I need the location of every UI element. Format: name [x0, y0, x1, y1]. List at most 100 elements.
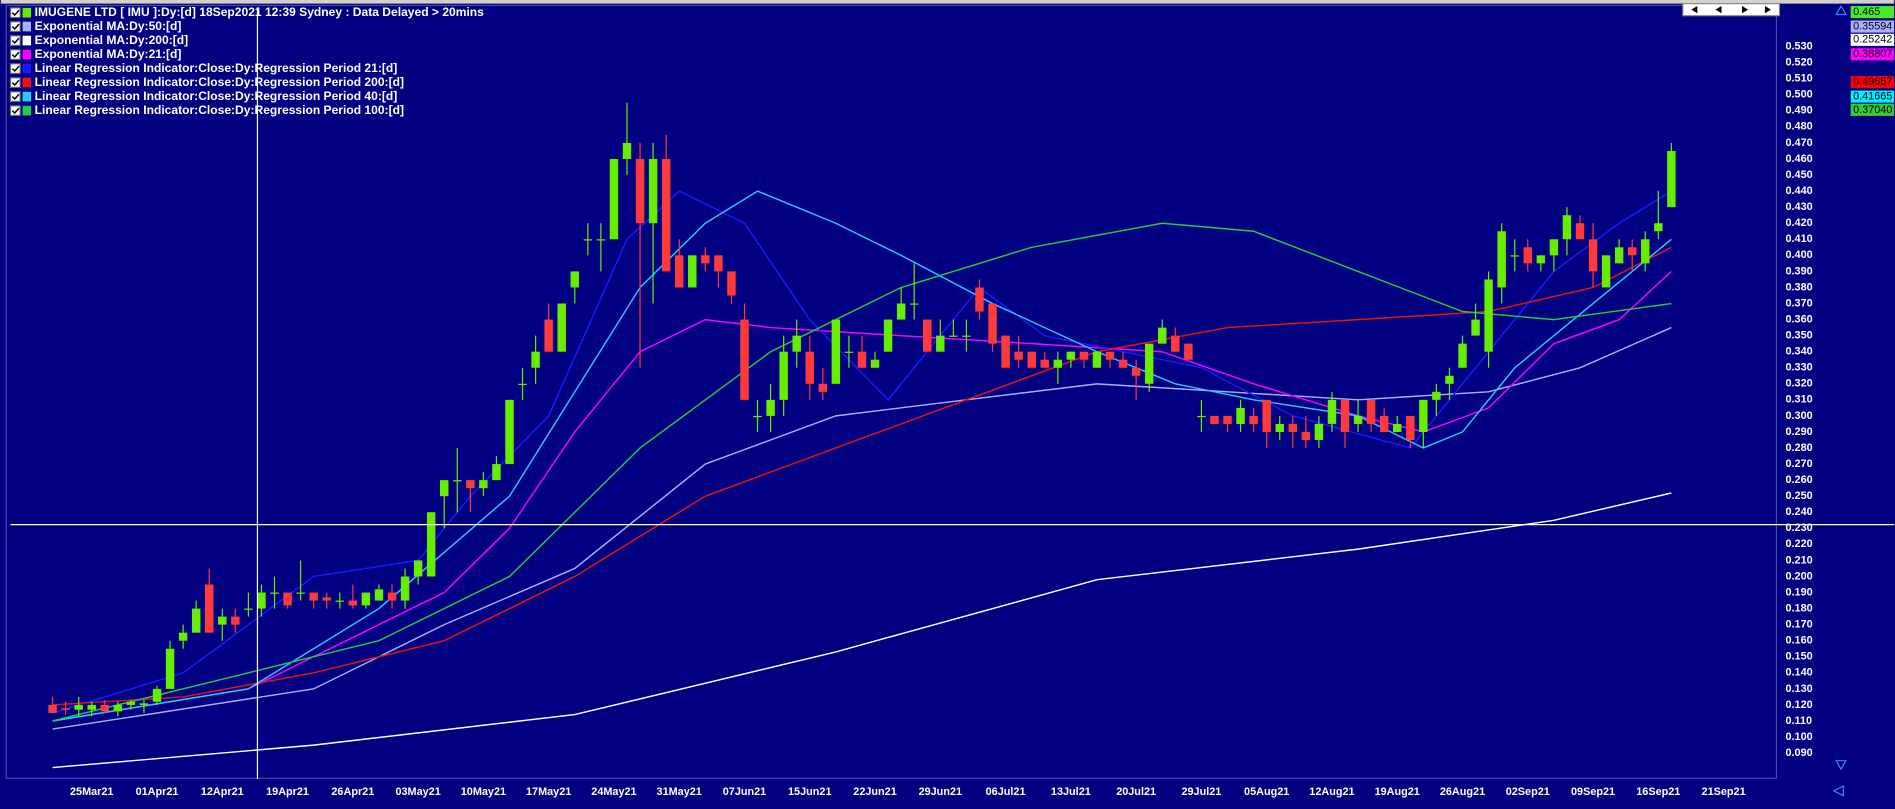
candle-body [701, 255, 710, 264]
y-tick-label: 0.480 [1785, 121, 1812, 133]
candle-body [413, 560, 423, 577]
value-box-label: 0.37040 [1853, 104, 1892, 116]
candle-body [1536, 255, 1546, 264]
x-tick-label: 29Jul21 [1181, 786, 1221, 798]
candle-body [296, 592, 305, 594]
y-tick-label: 0.330 [1785, 362, 1812, 374]
legend-checkbox[interactable] [9, 91, 21, 103]
candle-body [244, 608, 253, 610]
candle-body [87, 704, 96, 710]
x-tick-label: 26Apr21 [331, 786, 374, 798]
legend-checkbox[interactable] [9, 105, 21, 117]
candle-body [309, 592, 318, 601]
value-box [1850, 103, 1895, 116]
candle-body [1184, 343, 1193, 360]
x-tick-label: 24May21 [591, 786, 636, 798]
candle-body [1614, 247, 1624, 264]
legend-checkbox[interactable] [9, 35, 21, 47]
y-tick-label: 0.350 [1785, 329, 1812, 341]
candle-body [231, 616, 240, 625]
candle-body [1393, 423, 1402, 432]
legend-checkbox[interactable] [9, 77, 21, 89]
y-tick-label: 0.420 [1785, 217, 1812, 229]
nav-buttons[interactable] [1682, 3, 1781, 17]
y-tick-label: 0.360 [1785, 313, 1812, 325]
candle-body [1353, 415, 1363, 424]
candle-body [766, 399, 775, 416]
value-box-label: 0.49657 [1853, 76, 1892, 88]
candle-body [975, 287, 984, 312]
nav-bar[interactable] [1682, 3, 1781, 17]
candle-body [453, 480, 462, 482]
candle-body [1001, 335, 1010, 368]
y-tick-label: 0.430 [1785, 201, 1812, 213]
x-tick-label: 15Jun21 [788, 786, 831, 798]
candle-body [988, 303, 997, 344]
candle-body [518, 383, 527, 386]
legend-checkbox[interactable] [9, 63, 21, 75]
candle-body [1562, 215, 1572, 240]
candle-body [1262, 399, 1271, 432]
value-box [1850, 20, 1895, 33]
candle-body [609, 158, 619, 240]
scroll-left[interactable] [1832, 785, 1845, 797]
candle-body [1210, 415, 1219, 424]
plot-frame [5, 4, 1778, 779]
candle-body [1366, 399, 1376, 424]
legend-check [11, 107, 20, 115]
y-tick-label: 0.400 [1785, 249, 1812, 261]
x-tick-label: 17May21 [526, 786, 571, 798]
candle-body [1641, 239, 1650, 264]
candle-body [740, 319, 749, 400]
candle-body [570, 271, 579, 288]
x-tick-label: 07Jun21 [723, 786, 766, 798]
x-tick-label: 12Aug21 [1309, 786, 1354, 798]
legend-label: Linear Regression Indicator:Close:Dy:Reg… [35, 103, 404, 117]
candle-body [1510, 255, 1519, 257]
y-tick-label: 0.280 [1785, 442, 1812, 454]
candle-body [1249, 415, 1258, 424]
value-box [1850, 76, 1895, 89]
y-tick-label: 0.450 [1785, 169, 1812, 181]
window-edge [0, 0, 1895, 4]
indicator-line [52, 246, 1672, 706]
candle-body [622, 142, 632, 159]
candle-body [1158, 327, 1167, 344]
legend-check [11, 23, 20, 31]
candle-body [1445, 375, 1454, 384]
legend-check [11, 65, 20, 73]
legend-check [11, 37, 20, 45]
legend-checkbox[interactable] [9, 21, 21, 32]
x-tick-label: 29Jun21 [919, 786, 962, 798]
candle-body [936, 335, 945, 352]
candle-body [1197, 415, 1206, 418]
legend-label: Exponential MA:Dy:21:[d] [35, 47, 182, 61]
legend-checkbox[interactable] [9, 49, 21, 61]
candle-body [348, 600, 358, 606]
candle-body [962, 335, 971, 337]
legend-swatch [22, 35, 32, 46]
y-tick-label: 0.250 [1785, 490, 1812, 502]
candle-body [818, 383, 828, 392]
candle-body [1131, 367, 1141, 376]
candle-body [400, 576, 410, 601]
legend-checkbox[interactable] [9, 7, 21, 19]
candle-body [1458, 343, 1467, 368]
candle-body [1406, 415, 1415, 440]
candle-body [661, 158, 671, 272]
candle-body [1301, 431, 1311, 440]
candle-body [1288, 423, 1298, 432]
indicator-line [52, 190, 1672, 714]
candle-body [1471, 319, 1480, 336]
candle-body [909, 303, 919, 305]
candle-body [844, 351, 854, 353]
y-tick-label: 0.170 [1785, 619, 1812, 631]
x-tick-label: 05Aug21 [1244, 786, 1289, 798]
scroll-arrows[interactable] [1835, 4, 1847, 771]
candle-body [322, 597, 331, 601]
candle-body [61, 708, 70, 710]
candle-body [165, 648, 175, 689]
candle-body [426, 512, 436, 577]
candle-body [1223, 415, 1232, 424]
